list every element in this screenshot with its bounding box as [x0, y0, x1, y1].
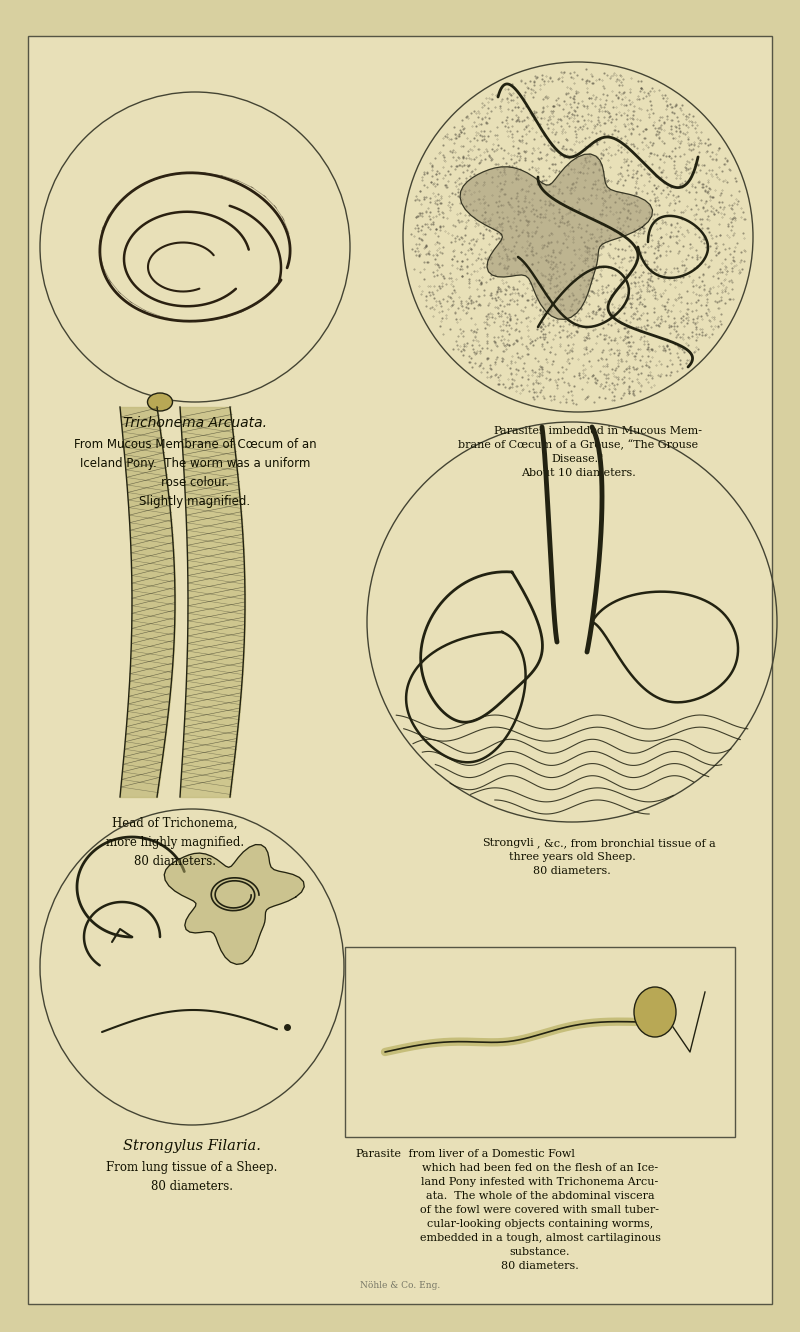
- Text: From lung tissue of a Sheep.
80 diameters.: From lung tissue of a Sheep. 80 diameter…: [106, 1162, 278, 1193]
- Text: of the fowl were covered with small tuber-: of the fowl were covered with small tube…: [421, 1205, 659, 1215]
- Ellipse shape: [147, 393, 173, 412]
- Polygon shape: [460, 155, 653, 320]
- Text: Strongylus Filaria.: Strongylus Filaria.: [123, 1139, 261, 1154]
- Text: imbedded in Mucous Mem-: imbedded in Mucous Mem-: [545, 426, 702, 436]
- Text: which had been fed on the flesh of an Ice-: which had been fed on the flesh of an Ic…: [422, 1163, 658, 1173]
- Text: Strongvli: Strongvli: [482, 838, 534, 848]
- Text: from liver of a Domestic Fowl: from liver of a Domestic Fowl: [405, 1150, 575, 1159]
- Bar: [345, 947, 735, 1138]
- Text: brane of Cœcum of a Grouse, “The Grouse: brane of Cœcum of a Grouse, “The Grouse: [458, 440, 698, 450]
- Text: land Pony infested with Trichonema Arcu-: land Pony infested with Trichonema Arcu-: [422, 1177, 658, 1187]
- Text: From Mucous Membrane of Cœcum of an
Iceland Pony.  The worm was a uniform
rose c: From Mucous Membrane of Cœcum of an Icel…: [74, 438, 316, 507]
- Text: Disease.": Disease.": [552, 454, 604, 464]
- Text: three years old Sheep.: three years old Sheep.: [509, 852, 635, 862]
- Text: embedded in a tough, almost cartilaginous: embedded in a tough, almost cartilaginou…: [419, 1233, 661, 1243]
- Text: Head of Trichonema,
more highly magnified.
80 diameters.: Head of Trichonema, more highly magnifie…: [106, 817, 244, 868]
- Ellipse shape: [634, 987, 676, 1038]
- Text: Parasites: Parasites: [493, 426, 545, 436]
- Text: , &c., from bronchial tissue of a: , &c., from bronchial tissue of a: [537, 838, 716, 848]
- Text: Parasite: Parasite: [355, 1150, 401, 1159]
- Text: About 10 diameters.: About 10 diameters.: [521, 468, 635, 478]
- Polygon shape: [164, 844, 304, 964]
- Text: cular-looking objects containing worms,: cular-looking objects containing worms,: [427, 1219, 653, 1229]
- Text: 80 diameters.: 80 diameters.: [501, 1261, 579, 1271]
- Text: substance.: substance.: [510, 1247, 570, 1257]
- Text: Trichonema Arcuata.: Trichonema Arcuata.: [123, 416, 267, 430]
- Text: ata.  The whole of the abdominal viscera: ata. The whole of the abdominal viscera: [426, 1191, 654, 1201]
- Text: 80 diameters.: 80 diameters.: [533, 866, 611, 876]
- Text: Nöhle & Co. Eng.: Nöhle & Co. Eng.: [360, 1281, 440, 1289]
